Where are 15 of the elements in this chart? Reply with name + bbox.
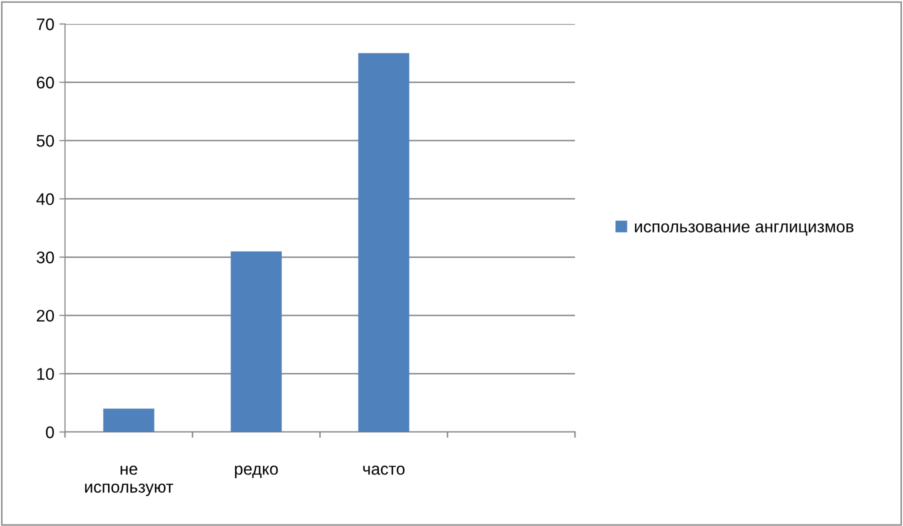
bar — [358, 53, 410, 432]
y-tick-label: 60 — [36, 76, 54, 88]
x-tick-label: не используют — [85, 466, 174, 496]
y-tick-label: 40 — [36, 193, 54, 206]
y-tick-label: 50 — [36, 134, 54, 147]
bar — [230, 251, 282, 432]
legend-label: использование англицизмов — [634, 223, 854, 236]
bar — [103, 408, 154, 432]
y-tick-label: 30 — [36, 252, 54, 264]
y-tick-label: 70 — [36, 18, 54, 30]
y-tick-label: 0 — [46, 426, 54, 438]
x-tick-label: редко — [235, 466, 278, 478]
y-tick-label: 20 — [36, 310, 54, 322]
x-tick-label: часто — [363, 466, 405, 475]
y-tick-label: 10 — [37, 368, 54, 380]
